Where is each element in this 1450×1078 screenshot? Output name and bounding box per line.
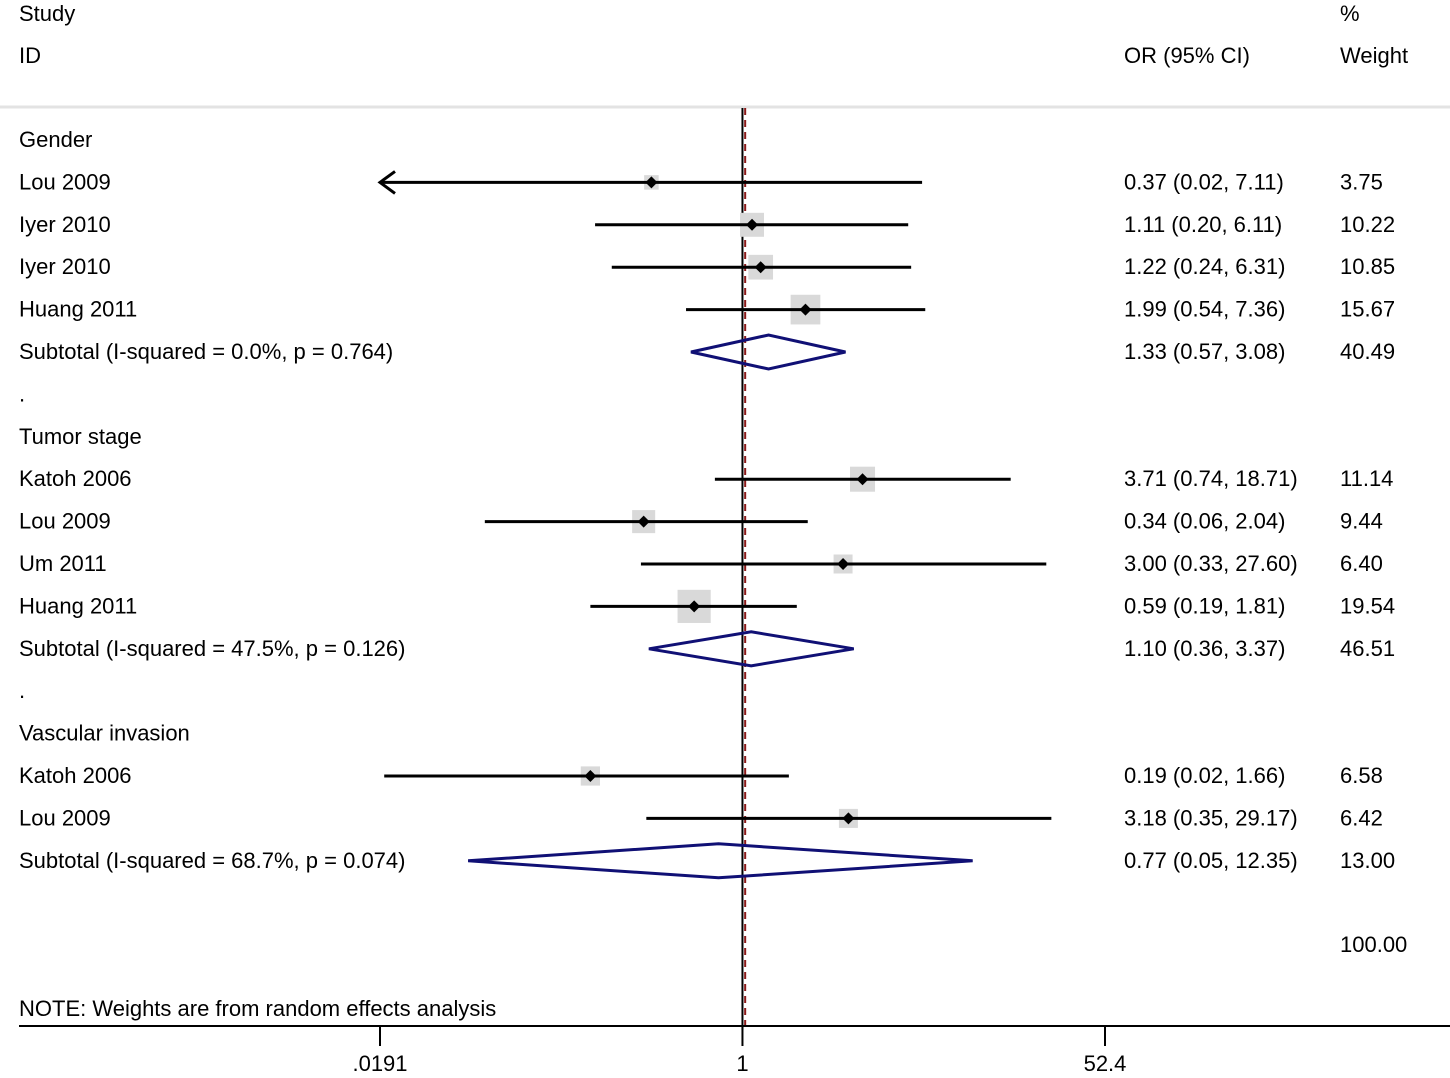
weight-value: 13.00 <box>1340 848 1395 873</box>
effect-estimate-text: 0.19 (0.02, 1.66) <box>1124 763 1285 788</box>
point-estimate <box>842 812 855 825</box>
effect-column-header: OR (95% CI) <box>1124 43 1250 68</box>
weight-value: 15.67 <box>1340 297 1395 322</box>
study-label: Lou 2009 <box>19 509 111 534</box>
study-label: Lou 2009 <box>19 169 111 194</box>
row-header: Vascular invasion <box>19 721 190 746</box>
point-estimate <box>637 515 650 528</box>
subtotal-diamond <box>690 333 846 371</box>
study-label: Um 2011 <box>19 551 107 576</box>
subgroup-heading: Gender <box>19 127 92 152</box>
weight-value: 46.51 <box>1340 636 1395 661</box>
effect-estimate-text: 3.18 (0.35, 29.17) <box>1124 805 1298 830</box>
effect-estimate-text: 1.99 (0.54, 7.36) <box>1124 297 1285 322</box>
forest-rows: Gender Lou 2009 0.37 (0.02, 7.11) 3.75 Iyer … <box>19 127 1395 880</box>
id-column-header: ID <box>19 43 41 68</box>
weight-value: 10.85 <box>1340 254 1395 279</box>
subtotal-label: Subtotal (I-squared = 47.5%, p = 0.126) <box>19 636 405 661</box>
point-estimate <box>746 218 759 231</box>
subgroup-heading: Tumor stage <box>19 424 142 449</box>
effect-estimate-text: 0.34 (0.06, 2.04) <box>1124 509 1285 534</box>
row-study: Um 2011 3.00 (0.33, 27.60) 6.40 <box>19 551 1383 576</box>
effect-estimate-text: 0.77 (0.05, 12.35) <box>1124 848 1298 873</box>
effect-estimate-text: 1.22 (0.24, 6.31) <box>1124 254 1285 279</box>
row-spacer: . <box>19 381 25 406</box>
weights-note: NOTE: Weights are from random effects an… <box>19 996 496 1021</box>
row-study: Huang 2011 0.59 (0.19, 1.81) 19.54 <box>19 589 1395 623</box>
row-study: Lou 2009 0.34 (0.06, 2.04) 9.44 <box>19 509 1383 534</box>
subgroup-heading: Vascular invasion <box>19 721 190 746</box>
effect-estimate-text: 3.00 (0.33, 27.60) <box>1124 551 1298 576</box>
row-subtotal: Subtotal (I-squared = 0.0%, p = 0.764) 1.… <box>19 333 1395 371</box>
row-study: Katoh 2006 3.71 (0.74, 18.71) 11.14 <box>19 466 1393 492</box>
effect-estimate-text: 1.33 (0.57, 3.08) <box>1124 339 1285 364</box>
row-study: Iyer 2010 1.11 (0.20, 6.11) 10.22 <box>19 212 1395 237</box>
study-label: Katoh 2006 <box>19 466 132 491</box>
weight-value: 6.58 <box>1340 763 1383 788</box>
row-subtotal: Subtotal (I-squared = 68.7%, p = 0.074) 0… <box>19 842 1395 880</box>
row-study: Lou 2009 3.18 (0.35, 29.17) 6.42 <box>19 805 1383 830</box>
weight-value: 11.14 <box>1340 466 1393 491</box>
subgroup-separator: . <box>19 381 25 406</box>
percent-column-header: % <box>1340 1 1360 26</box>
point-estimate <box>856 473 869 486</box>
study-label: Huang 2011 <box>19 297 137 322</box>
row-header: Gender <box>19 127 92 152</box>
point-estimate <box>584 770 597 782</box>
study-label: Katoh 2006 <box>19 763 132 788</box>
subtotal-label: Subtotal (I-squared = 68.7%, p = 0.074) <box>19 848 405 873</box>
point-estimate <box>799 303 812 316</box>
point-estimate <box>645 176 658 189</box>
weight-value: 10.22 <box>1340 212 1395 237</box>
weight-value: 6.42 <box>1340 805 1383 830</box>
subtotal-label: Subtotal (I-squared = 0.0%, p = 0.764) <box>19 339 393 364</box>
row-spacer: . <box>19 678 25 703</box>
point-estimate <box>754 261 767 274</box>
row-study: Iyer 2010 1.22 (0.24, 6.31) 10.85 <box>19 254 1395 280</box>
weight-column-header: Weight <box>1340 43 1408 68</box>
row-subtotal: Subtotal (I-squared = 47.5%, p = 0.126) 1… <box>19 630 1395 668</box>
x-tick-label: .0191 <box>352 1051 407 1076</box>
overall-weight: 100.00 <box>1340 932 1407 957</box>
study-column-header: Study <box>19 1 75 26</box>
x-tick-label: 1 <box>736 1051 748 1076</box>
study-label: Lou 2009 <box>19 805 111 830</box>
x-tick-label: 52.4 <box>1084 1051 1127 1076</box>
weight-value: 40.49 <box>1340 339 1395 364</box>
row-study: Katoh 2006 0.19 (0.02, 1.66) 6.58 <box>19 763 1383 788</box>
effect-estimate-text: 3.71 (0.74, 18.71) <box>1124 466 1298 491</box>
study-label: Iyer 2010 <box>19 212 111 237</box>
effect-estimate-text: 1.11 (0.20, 6.11) <box>1124 212 1282 237</box>
weight-value: 6.40 <box>1340 551 1383 576</box>
subgroup-separator: . <box>19 678 25 703</box>
study-label: Iyer 2010 <box>19 254 111 279</box>
effect-estimate-text: 0.59 (0.19, 1.81) <box>1124 593 1285 618</box>
subtotal-diamond <box>648 630 854 668</box>
weight-value: 19.54 <box>1340 593 1395 618</box>
point-estimate <box>688 600 701 613</box>
point-estimate <box>837 558 850 570</box>
row-study: Lou 2009 0.37 (0.02, 7.11) 3.75 <box>19 169 1383 195</box>
effect-estimate-text: 1.10 (0.36, 3.37) <box>1124 636 1285 661</box>
subtotal-diamond <box>468 842 973 880</box>
row-header: Tumor stage <box>19 424 142 449</box>
weight-value: 3.75 <box>1340 169 1383 194</box>
x-axis-ticks: .0191 1 52.4 <box>352 1026 1126 1076</box>
row-study: Huang 2011 1.99 (0.54, 7.36) 15.67 <box>19 294 1395 325</box>
study-label: Huang 2011 <box>19 593 137 618</box>
truncation-arrow <box>377 170 396 195</box>
effect-estimate-text: 0.37 (0.02, 7.11) <box>1124 169 1284 194</box>
weight-value: 9.44 <box>1340 509 1383 534</box>
